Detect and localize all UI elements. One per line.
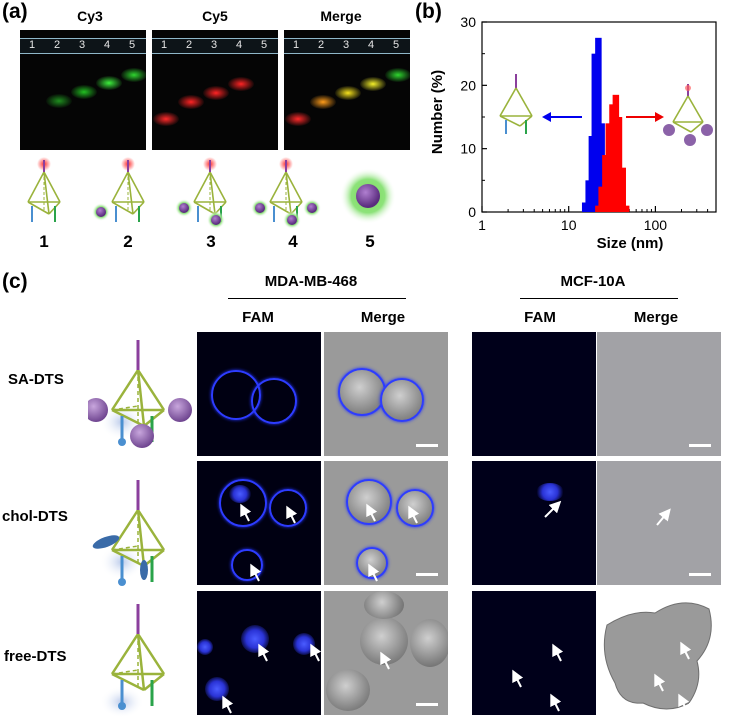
bar <box>609 104 616 212</box>
micrograph-sa-dts-mcf-fam <box>472 332 596 456</box>
cell-line-title: MCF-10A <box>560 273 626 290</box>
row-label: SA-DTS <box>8 371 64 388</box>
micrograph-sa-dts-mda-fam <box>197 332 321 456</box>
x-tick-label: 100 <box>644 217 668 233</box>
gel-band <box>385 68 410 82</box>
blue-arrow <box>542 112 582 122</box>
panel-c-label: (c) <box>2 270 28 293</box>
gel-image-cy5: 1 2 3 4 5 <box>152 30 278 150</box>
gel-band <box>153 112 179 126</box>
gel-band <box>335 86 361 100</box>
channel-header: FAM <box>242 309 274 326</box>
cell-line-title: MDA-MB-468 <box>264 273 358 290</box>
gel-band <box>203 86 229 100</box>
micrograph-sa-dts-mcf-merge <box>597 332 721 456</box>
bar <box>581 202 589 212</box>
row-label: free-DTS <box>4 648 67 665</box>
gel-band <box>121 68 146 82</box>
lane-number: 5 <box>128 39 136 51</box>
sa-dts-schematic <box>663 84 713 146</box>
gel-image-cy3: 1 2 3 4 5 <box>20 30 146 150</box>
panel-b-label: (b) <box>415 0 442 23</box>
gel-band <box>360 77 386 91</box>
lane-number: 4 <box>235 39 243 51</box>
bar <box>595 37 602 213</box>
tetrahedron-schematic <box>499 74 533 134</box>
sample-number: 3 <box>206 232 216 251</box>
gel-band <box>228 77 254 91</box>
gel-band <box>310 95 336 109</box>
sample-number: 2 <box>123 232 133 251</box>
row-schematics <box>88 338 192 718</box>
micrograph-free-dts-mda-merge <box>324 591 448 715</box>
lane-number: 5 <box>260 39 268 51</box>
micrograph-free-dts-mcf-merge <box>597 591 721 715</box>
lane-number: 2 <box>185 39 193 51</box>
sample-schematics <box>27 157 396 229</box>
x-tick-label: 1 <box>478 217 486 233</box>
gel-band <box>285 112 311 126</box>
bar <box>619 167 626 212</box>
lane-number: 5 <box>392 39 400 51</box>
lane-number: 1 <box>292 39 300 51</box>
y-axis-label: Number (%) <box>429 70 446 154</box>
row-label: chol-DTS <box>2 508 68 525</box>
lane-number: 1 <box>28 39 36 51</box>
sample-number: 4 <box>288 232 298 251</box>
red-arrow <box>626 112 664 122</box>
bar <box>622 205 630 212</box>
lane-number: 1 <box>160 39 168 51</box>
gel-band <box>96 76 122 90</box>
lane-number: 2 <box>317 39 325 51</box>
micrograph-free-dts-mcf-fam <box>472 591 596 715</box>
bar <box>595 205 602 212</box>
panel-a-label: (a) <box>2 0 28 23</box>
micrograph-sa-dts-mda-merge <box>324 332 448 456</box>
y-tick-label: 20 <box>460 77 476 93</box>
channel-header: Merge <box>633 309 679 326</box>
x-axis-label: Size (nm) <box>597 235 664 252</box>
gel-band <box>46 94 72 108</box>
size-distribution-chart: 0 10 20 30 1 10 100 Size (nm) Number (%) <box>429 14 717 252</box>
gel-title-merge: Merge <box>320 8 362 24</box>
bar <box>602 155 609 212</box>
lane-number: 3 <box>342 39 350 51</box>
bar <box>598 186 605 212</box>
lane-number: 3 <box>78 39 86 51</box>
x-tick-label: 10 <box>561 217 577 233</box>
sample-number: 1 <box>39 232 49 251</box>
micrograph-chol-dts-mda-merge <box>324 461 448 585</box>
lane-number: 2 <box>53 39 61 51</box>
lane-number: 3 <box>210 39 218 51</box>
gel-band <box>178 95 204 109</box>
bar <box>605 123 613 212</box>
arrow-overlays <box>222 500 692 714</box>
sample-number: 5 <box>365 232 375 251</box>
micrograph-chol-dts-mcf-fam <box>472 461 596 585</box>
lane-number: 4 <box>367 39 375 51</box>
gel-title-cy3: Cy3 <box>77 8 103 24</box>
channel-header: FAM <box>524 309 556 326</box>
bar <box>591 53 599 212</box>
y-tick-label: 30 <box>460 14 476 30</box>
lane-number: 4 <box>103 39 111 51</box>
gel-image-merge: 1 2 3 4 5 <box>284 30 410 150</box>
bar <box>615 117 623 212</box>
bar <box>598 123 605 212</box>
y-tick-label: 0 <box>468 204 476 220</box>
gel-title-cy5: Cy5 <box>202 8 228 24</box>
gel-band <box>71 85 97 99</box>
y-tick-label: 10 <box>460 141 476 157</box>
channel-header: Merge <box>360 309 406 326</box>
